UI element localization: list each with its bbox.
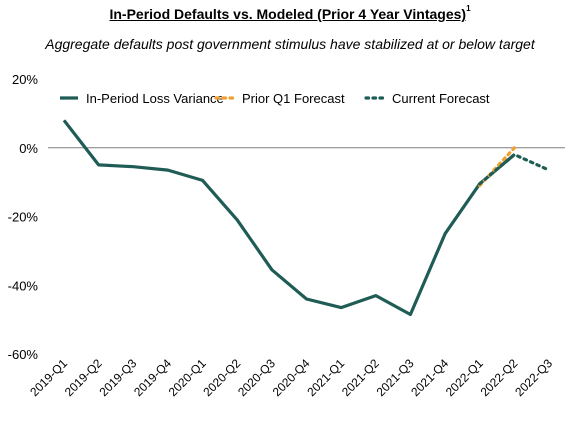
legend-label: Prior Q1 Forecast [242,91,345,106]
chart-title-text: In-Period Defaults vs. Modeled (Prior 4 … [109,6,467,22]
y-tick-label: 20% [12,72,38,87]
legend-label: Current Forecast [392,91,490,106]
title-footnote-marker: 1 [466,4,471,13]
y-tick-label: -60% [8,347,39,362]
y-tick-label: 0% [19,141,38,156]
legend-label: In-Period Loss Variance [86,91,224,106]
chart-subtitle: Aggregate defaults post government stimu… [45,36,535,52]
series-line-3 [478,153,551,186]
chart-title: In-Period Defaults vs. Modeled (Prior 4 … [0,4,580,22]
x-tick-label: 2022-Q3 [512,356,555,399]
y-tick-label: -20% [8,210,39,225]
y-tick-label: -40% [8,278,39,293]
series-line-1 [62,119,516,317]
